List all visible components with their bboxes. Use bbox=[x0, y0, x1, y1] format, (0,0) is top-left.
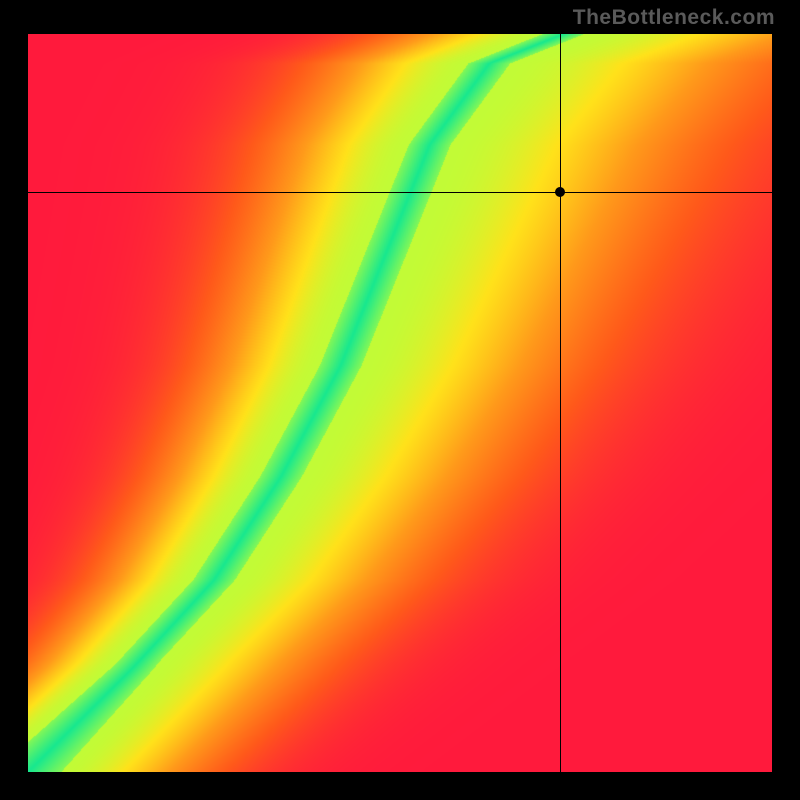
heatmap-plot bbox=[28, 34, 772, 772]
heatmap-canvas bbox=[28, 34, 772, 772]
crosshair-horizontal bbox=[28, 192, 772, 193]
intersection-marker bbox=[555, 187, 565, 197]
crosshair-vertical bbox=[560, 34, 561, 772]
watermark-text: TheBottleneck.com bbox=[573, 6, 775, 30]
